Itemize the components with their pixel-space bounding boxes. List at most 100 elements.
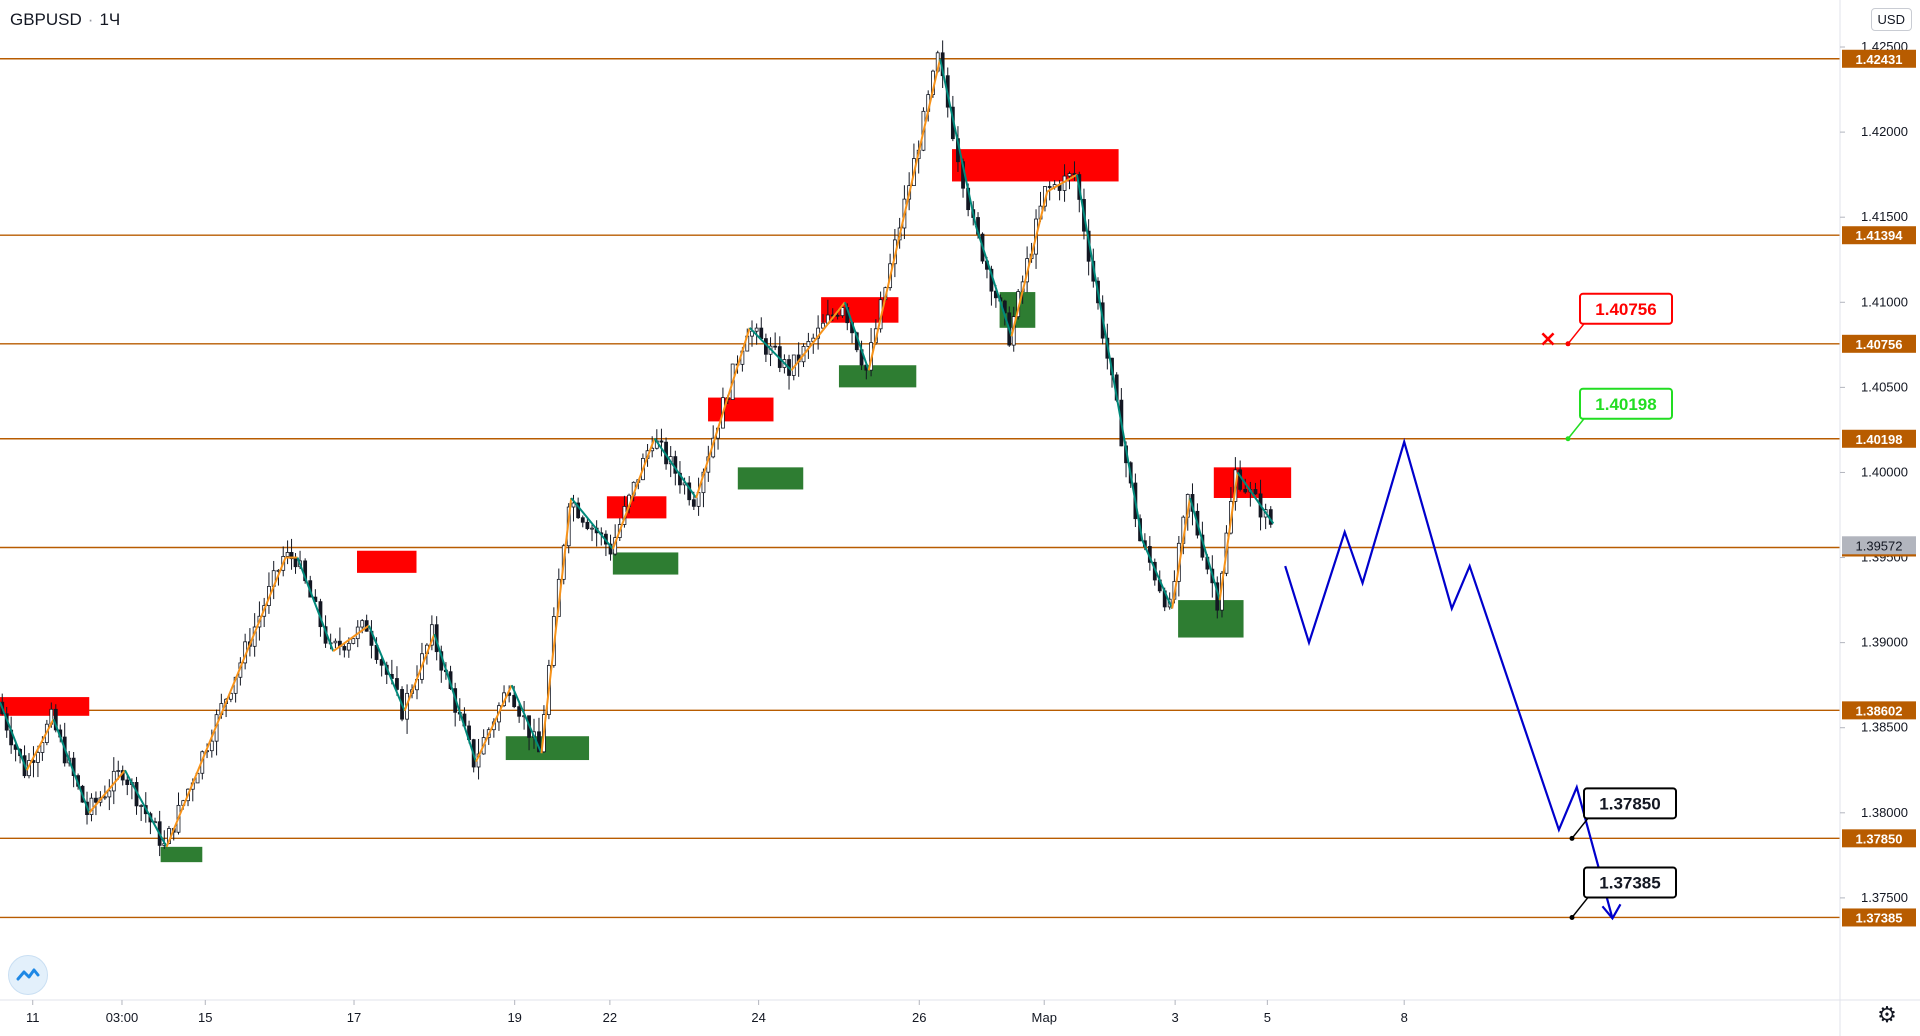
time-tick-label: 03:00 xyxy=(106,1010,139,1025)
zigzag-segment xyxy=(1141,540,1174,609)
callout-box xyxy=(1579,387,1673,420)
candle-body xyxy=(691,499,696,507)
candle-body xyxy=(835,314,840,317)
level-label-bg xyxy=(1842,829,1916,848)
level-label-bg xyxy=(1842,908,1916,927)
symbol-name[interactable]: GBPUSD xyxy=(10,10,82,29)
zigzag-segment xyxy=(332,624,370,652)
price-tick-label: 1.39000 xyxy=(1861,635,1908,650)
time-tick-label: 3 xyxy=(1172,1010,1179,1025)
price-tick-label: 1.41500 xyxy=(1861,209,1908,224)
price-tick-label: 1.38000 xyxy=(1861,805,1908,820)
zigzag-segment xyxy=(570,497,614,550)
price-tick-label: 1.37500 xyxy=(1861,890,1908,905)
interval-label[interactable]: 1Ч xyxy=(99,10,121,29)
time-tick-label: 15 xyxy=(198,1010,212,1025)
price-tick-label: 1.40500 xyxy=(1861,379,1908,394)
zigzag-segment xyxy=(433,633,477,763)
candle-body xyxy=(659,440,664,443)
level-label: 1.42431 xyxy=(1856,52,1903,67)
currency-button[interactable]: USD xyxy=(1870,8,1912,31)
callout-label: 1.40756 xyxy=(1595,300,1656,319)
candle-body xyxy=(102,796,107,799)
candle-body xyxy=(94,797,98,803)
level-label-bg xyxy=(1842,226,1916,245)
candle-body xyxy=(360,620,365,628)
projection-path xyxy=(1284,437,1622,921)
callout-pointer xyxy=(1571,896,1589,918)
callout-anchor xyxy=(1565,341,1571,347)
zigzag-segment xyxy=(367,625,406,712)
zigzag-segment xyxy=(1046,173,1078,193)
price-tick-label: 1.40000 xyxy=(1861,464,1908,479)
candle-body xyxy=(754,327,759,332)
candle-body xyxy=(342,646,347,651)
candle-body xyxy=(1067,173,1072,177)
candle-body xyxy=(840,307,845,317)
callout-anchor xyxy=(1569,914,1575,920)
time-tick-label: 19 xyxy=(507,1010,521,1025)
candle-body xyxy=(821,322,825,329)
candle-body xyxy=(512,694,517,708)
close-icon: × xyxy=(1539,327,1557,352)
candle-body xyxy=(107,790,112,798)
level-label: 1.38602 xyxy=(1856,703,1903,718)
callout-box xyxy=(1583,787,1677,820)
callouts: 1.40756 × 1.40198 1.37850 1.37385 xyxy=(1539,292,1677,920)
candle-body xyxy=(289,552,294,560)
callout-anchor xyxy=(1565,436,1571,442)
zigzag-segment xyxy=(653,437,697,499)
candle-body xyxy=(346,643,351,651)
level-label: 1.40756 xyxy=(1856,337,1903,352)
candle-body xyxy=(580,517,585,523)
candle-body xyxy=(285,552,290,557)
time-tick-label: 17 xyxy=(347,1010,361,1025)
time-tick-label: 8 xyxy=(1401,1010,1408,1025)
zigzag-segment xyxy=(25,718,55,771)
time-tick-label: Мар xyxy=(1032,1010,1057,1025)
zigzag-segment xyxy=(939,58,977,226)
current-price-label: 1.39572 xyxy=(1856,538,1903,553)
price-tick-label: 1.38500 xyxy=(1861,720,1908,735)
demand-zone xyxy=(160,846,203,863)
candle-body xyxy=(89,797,94,815)
candle-body xyxy=(116,770,121,772)
level-label: 1.40198 xyxy=(1856,432,1903,447)
zigzag-segment xyxy=(974,225,1013,337)
time-tick-label: 22 xyxy=(603,1010,617,1025)
callout-label: 1.37850 xyxy=(1599,794,1660,813)
candle-body xyxy=(759,327,764,340)
zigzag-segment xyxy=(611,438,656,550)
callout-pointer xyxy=(1567,323,1585,345)
symbol-title[interactable]: GBPUSD · 1Ч xyxy=(10,10,120,30)
candle-body xyxy=(571,502,576,508)
price-tick-label: 1.41000 xyxy=(1861,294,1908,309)
supply-zone xyxy=(606,496,667,519)
gear-icon[interactable]: ⚙ xyxy=(1877,1002,1897,1027)
callout-pointer xyxy=(1567,418,1585,440)
tradingview-logo-icon[interactable] xyxy=(8,955,48,995)
level-label-bg xyxy=(1842,49,1916,68)
zigzag-segment xyxy=(1218,472,1239,601)
callout-box xyxy=(1583,866,1677,899)
candle-body xyxy=(293,558,298,568)
candle-body xyxy=(576,502,581,519)
price-tick-label: 1.42000 xyxy=(1861,124,1908,139)
demand-zone xyxy=(737,467,804,490)
zigzag-segment xyxy=(695,327,751,499)
zones xyxy=(0,149,1292,863)
time-tick-label: 11 xyxy=(26,1010,40,1025)
candle-body xyxy=(773,345,778,348)
candle-body xyxy=(1238,469,1243,490)
zigzag-segment xyxy=(165,557,287,848)
demand-zone xyxy=(612,552,679,575)
callout-box xyxy=(1579,292,1673,325)
candle-body xyxy=(395,678,399,690)
candle-body xyxy=(125,779,130,785)
zigzag-segment xyxy=(540,497,573,754)
zigzag-segment xyxy=(510,684,543,754)
level-label-bg xyxy=(1842,429,1916,448)
zigzag-segment xyxy=(1010,191,1049,337)
